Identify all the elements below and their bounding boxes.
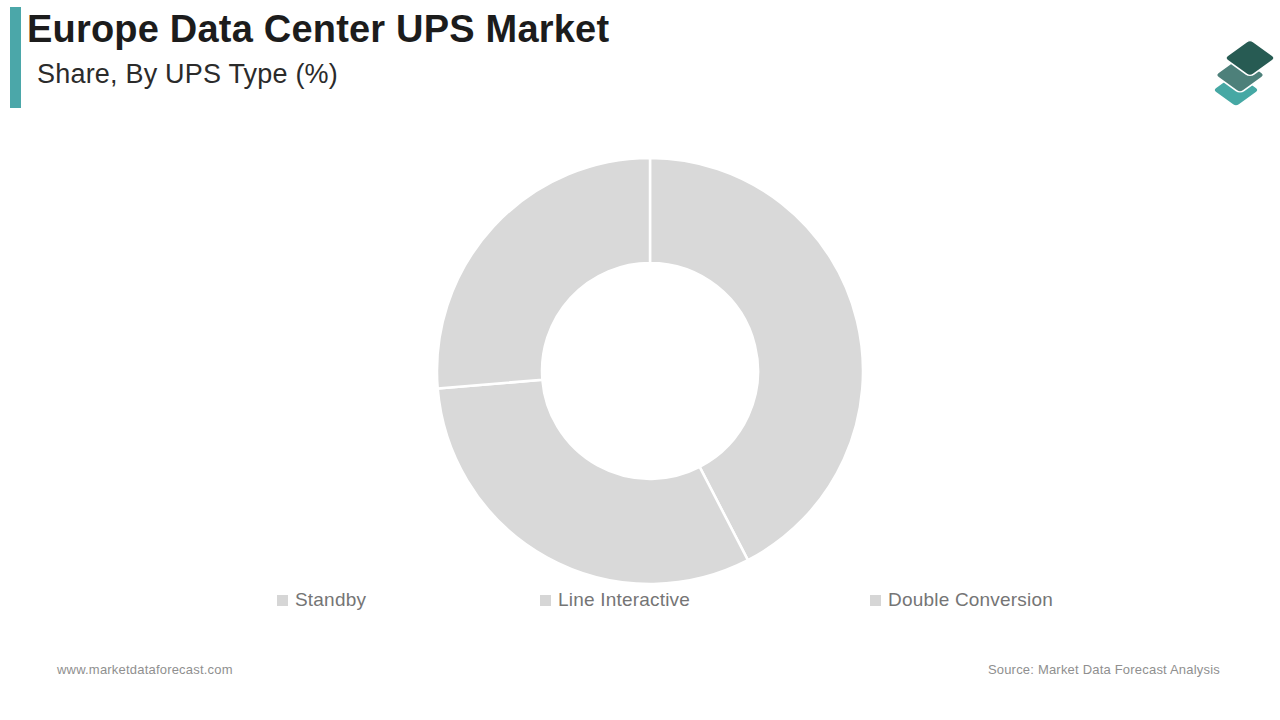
legend-item-double-conversion: Double Conversion bbox=[870, 589, 1053, 611]
website-url: www.marketdataforecast.com bbox=[57, 662, 233, 677]
legend-item-line-interactive: Line Interactive bbox=[540, 589, 690, 611]
donut-slice-line-interactive bbox=[438, 380, 748, 584]
page-subtitle: Share, By UPS Type (%) bbox=[37, 59, 609, 90]
header: Europe Data Center UPS Market Share, By … bbox=[27, 8, 609, 90]
donut-slice-double-conversion bbox=[437, 158, 650, 388]
legend-label: Standby bbox=[295, 589, 366, 611]
market-data-forecast-logo bbox=[1205, 32, 1277, 110]
legend-marker-square bbox=[870, 595, 881, 606]
page-title: Europe Data Center UPS Market bbox=[27, 8, 609, 52]
legend-marker-square bbox=[540, 595, 551, 606]
legend-label: Double Conversion bbox=[888, 589, 1053, 611]
legend-label: Line Interactive bbox=[558, 589, 690, 611]
legend-item-standby: Standby bbox=[277, 589, 366, 611]
title-accent-bar bbox=[10, 7, 21, 108]
legend-marker-square bbox=[277, 595, 288, 606]
source-note: Source: Market Data Forecast Analysis bbox=[988, 662, 1220, 677]
donut-chart bbox=[430, 151, 870, 591]
report-page: Europe Data Center UPS Market Share, By … bbox=[0, 0, 1280, 720]
chart-legend: Standby Line Interactive Double Conversi… bbox=[0, 589, 1280, 615]
